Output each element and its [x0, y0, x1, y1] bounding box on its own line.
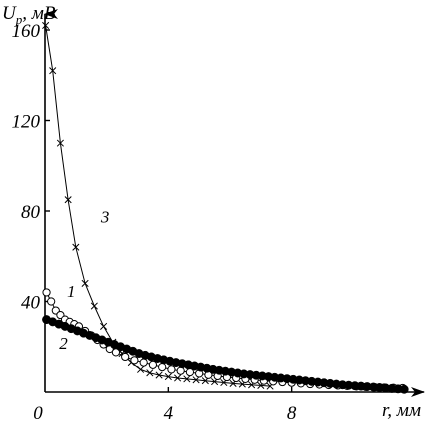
x-tick-label: 8	[287, 403, 297, 423]
data-point	[42, 21, 50, 30]
y-axis-label: Up, мВ	[2, 3, 56, 27]
y-axis-label-main: U	[2, 3, 17, 24]
data-point	[56, 139, 64, 147]
y-axis-label-sub: p	[15, 12, 23, 27]
y-tick-label: 80	[21, 202, 41, 223]
x-tick-label: 4	[164, 403, 174, 423]
x-tick-label: 0	[33, 403, 43, 423]
data-point	[64, 196, 72, 204]
curve-label: 3	[100, 207, 110, 226]
data-point	[158, 363, 167, 372]
y-tick-label: 160	[12, 21, 41, 42]
data-point	[148, 360, 158, 369]
data-point	[100, 322, 108, 330]
data-point	[164, 373, 172, 381]
data-point	[155, 371, 163, 379]
data-point	[399, 384, 409, 394]
data-point	[183, 375, 191, 383]
data-point	[42, 288, 51, 297]
curve-label: 1	[67, 282, 76, 301]
x-axis-label: r, мм	[382, 400, 421, 421]
data-point	[81, 279, 89, 287]
y-tick-label: 40	[21, 293, 41, 314]
data-point	[146, 369, 154, 377]
data-point	[72, 243, 80, 251]
y-tick-label: 120	[12, 112, 41, 133]
data-point	[167, 365, 176, 374]
data-point	[90, 302, 98, 310]
data-point	[130, 356, 139, 365]
series-3	[42, 21, 274, 390]
y-axis-label-unit: , мВ	[22, 3, 56, 24]
series-2	[42, 315, 409, 394]
data-point	[137, 365, 145, 373]
data-point	[139, 358, 148, 367]
data-point	[49, 67, 57, 75]
data-point	[121, 352, 130, 362]
data-point	[174, 374, 182, 382]
series-line	[45, 25, 271, 387]
data-point	[176, 366, 185, 375]
curve-label: 2	[59, 334, 68, 353]
data-point	[47, 297, 56, 306]
data-point	[111, 348, 121, 357]
data-point	[192, 376, 200, 384]
